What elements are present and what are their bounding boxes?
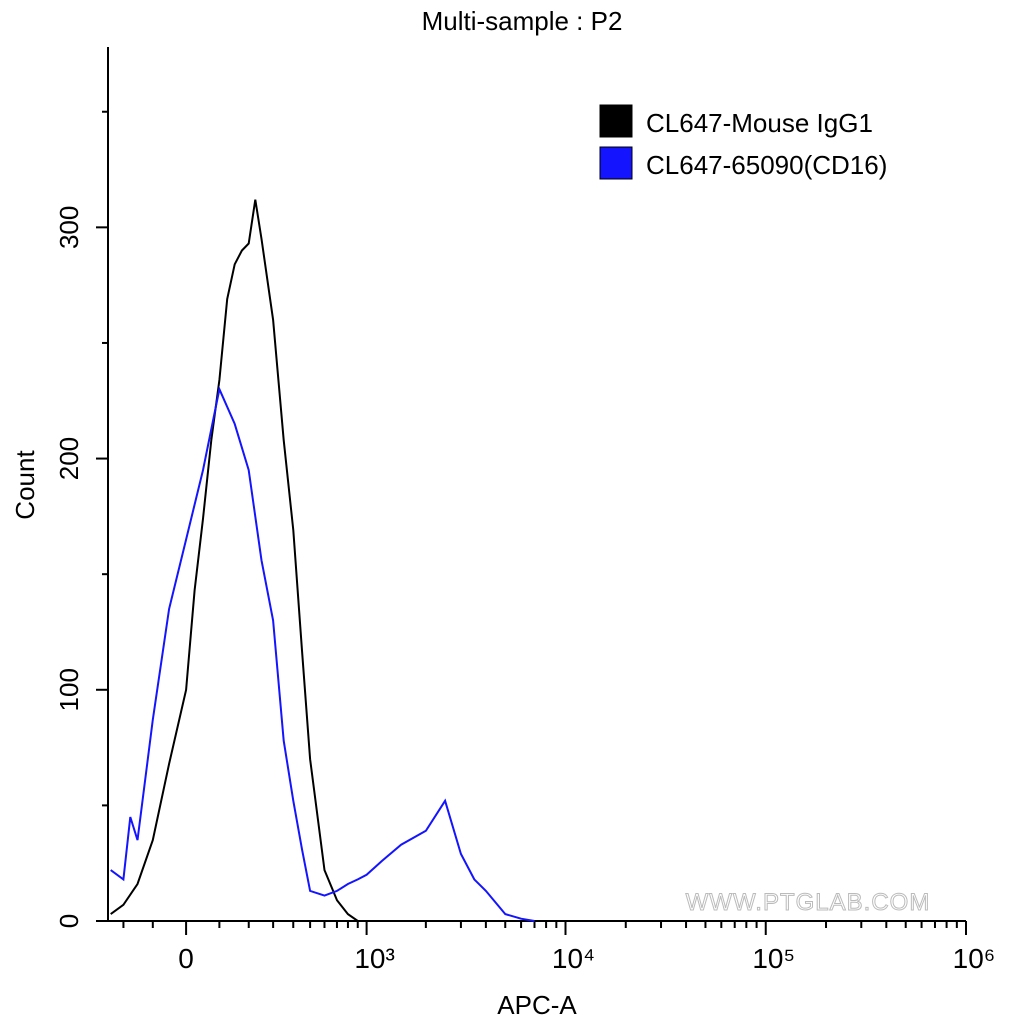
- x-tick-label: 10⁵: [752, 943, 795, 974]
- x-tick-label: 10³: [354, 943, 394, 974]
- series-line: [110, 385, 535, 922]
- y-tick-label: 0: [54, 914, 84, 928]
- y-tick-label: 300: [54, 206, 84, 249]
- x-tick-label: 10⁶: [953, 943, 996, 974]
- legend-swatch: [599, 104, 633, 138]
- y-tick-label: 200: [54, 437, 84, 480]
- watermark: WWW.PTGLAB.COM: [686, 889, 931, 916]
- x-axis-label: APC-A: [497, 990, 577, 1020]
- legend-swatch: [599, 146, 633, 180]
- legend-label: CL647-Mouse IgG1: [646, 108, 873, 138]
- legend-label: CL647-65090(CD16): [646, 150, 887, 180]
- x-tick-label: 10⁴: [552, 943, 595, 974]
- x-tick-label: 0: [178, 943, 194, 974]
- y-tick-label: 100: [54, 668, 84, 711]
- chart-title: Multi-sample : P2: [422, 6, 623, 36]
- y-axis-label: Count: [10, 450, 40, 520]
- series-line: [110, 199, 402, 922]
